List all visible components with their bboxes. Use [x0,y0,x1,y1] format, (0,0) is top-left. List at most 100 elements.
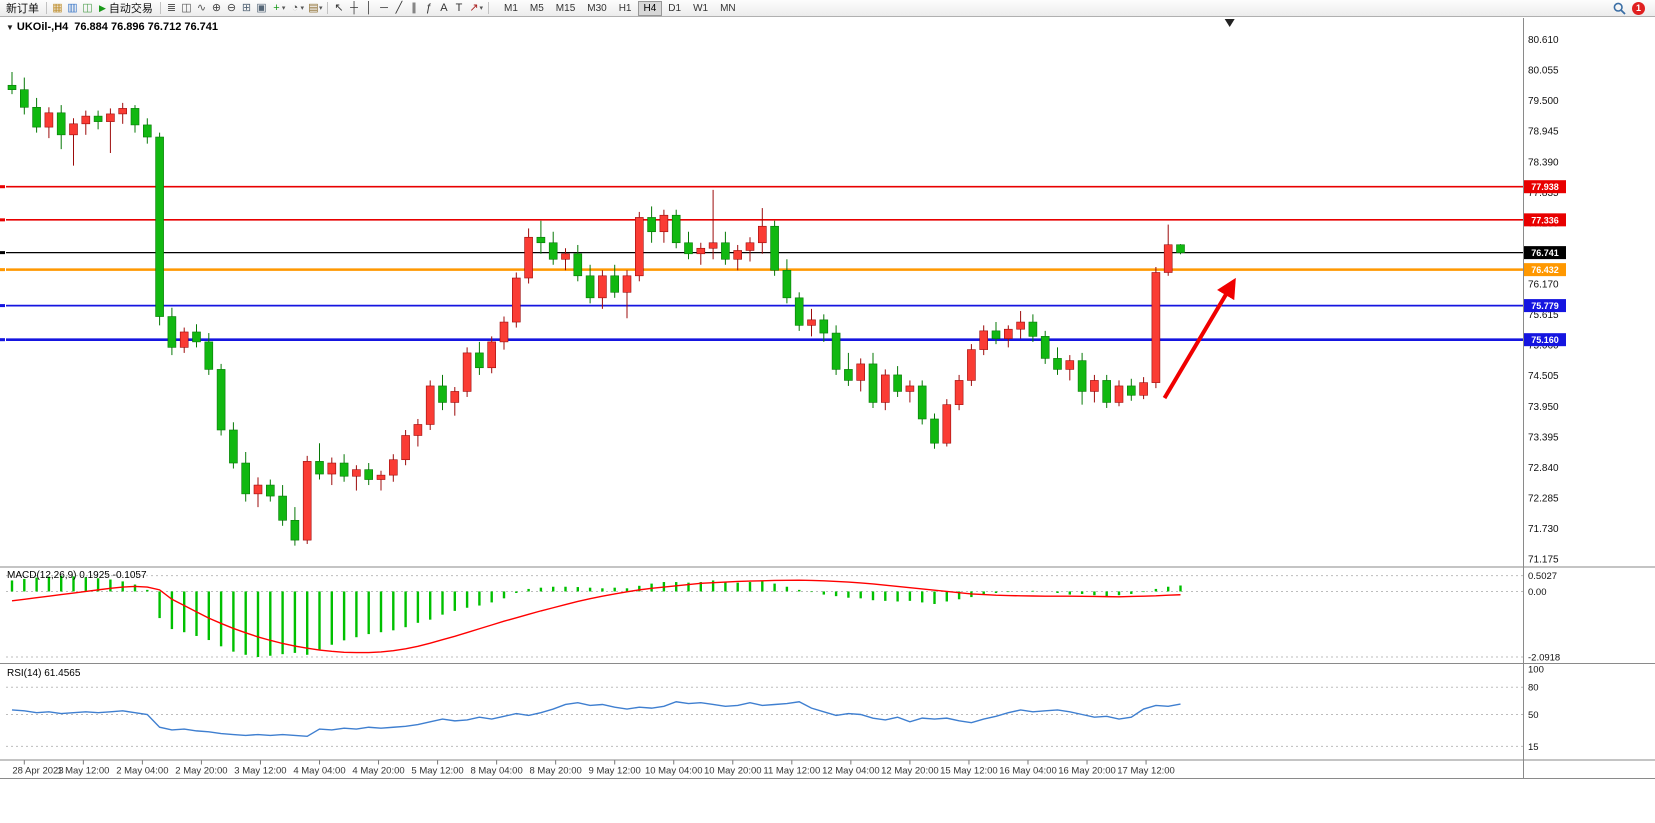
notification-badge[interactable]: 1 [1632,1,1645,15]
svg-text:8 May 04:00: 8 May 04:00 [470,766,522,777]
fibonacci-icon[interactable]: ƒ [425,1,433,14]
channel-icon[interactable]: ∥ [411,1,417,14]
toolbar-separator [159,2,161,14]
svg-text:-2.0918: -2.0918 [1528,653,1560,664]
arrows-icon[interactable]: ↗ [469,1,479,14]
macd-label: MACD(12,26,9) 0.1925 -0.1057 [7,570,147,581]
auto-trading-button[interactable]: ▶ 自动交易 [95,1,157,16]
candlestick-chart-icon[interactable]: ◫ [181,1,192,14]
svg-text:9 May 12:00: 9 May 12:00 [589,766,641,777]
svg-text:71.175: 71.175 [1528,555,1559,566]
periods-dropdown-icon[interactable]: ▾ [300,5,304,12]
data-window-icon[interactable]: ▥ [67,1,78,14]
timeframe-m5-button[interactable]: M5 [524,1,550,16]
svg-text:4 May 04:00: 4 May 04:00 [293,766,345,777]
svg-text:75.615: 75.615 [1528,310,1559,321]
svg-text:4 May 20:00: 4 May 20:00 [352,766,404,777]
macd-indicator: 0.5027 0.00 -2.0918 [6,571,1560,664]
svg-text:76.432: 76.432 [1531,265,1559,275]
timeframe-h1-button[interactable]: H1 [613,1,638,16]
svg-text:75.060: 75.060 [1528,341,1559,352]
market-watch-icon[interactable]: ▦ [52,1,63,14]
insert-icons-group: + ▾ ◔ ▾ ▤ ▾ [269,1,325,16]
svg-text:8 May 20:00: 8 May 20:00 [530,766,582,777]
svg-text:80: 80 [1528,683,1539,694]
timeframes-group: M1 M5 M15 M30 H1 H4 D1 W1 MN [498,0,742,16]
chart-shift-marker [1224,19,1235,27]
svg-text:17 May 12:00: 17 May 12:00 [1117,766,1175,777]
panel-divider-rsi[interactable] [0,662,1655,667]
svg-text:75.779: 75.779 [1531,301,1559,311]
toolbar-separator [327,2,329,14]
chart-header: ▼ UKOil-,H4 76.884 76.896 76.712 76.741 [6,21,218,33]
symbol-dropdown-icon[interactable]: ▼ [6,23,14,32]
tile-windows-icon[interactable]: ⊞ [241,1,252,14]
svg-text:77.938: 77.938 [1531,182,1559,192]
zoom-in-icon[interactable]: ⊕ [211,1,222,14]
timeframe-d1-button[interactable]: D1 [662,1,687,16]
cascade-windows-icon[interactable]: ▣ [256,1,267,14]
svg-text:79.500: 79.500 [1528,96,1559,107]
zoom-icons-group: ⊕ ⊖ [209,1,239,16]
templates-icon[interactable]: ▤ [308,1,319,14]
periods-icon[interactable]: ◔ [291,1,299,14]
toolbar-right-group: 1 [1613,1,1653,15]
toolbar-separator [46,2,47,14]
svg-text:71.730: 71.730 [1528,524,1559,535]
label-icon[interactable]: T [455,1,463,14]
arrows-dropdown-icon[interactable]: ▾ [479,5,483,12]
vertical-line-icon[interactable]: │ [365,1,373,14]
horizontal-line-icon[interactable]: ─ [380,1,388,14]
svg-text:80.610: 80.610 [1528,35,1559,46]
new-order-button[interactable]: 新订单 [2,1,43,16]
svg-text:72.840: 72.840 [1528,463,1559,474]
svg-text:50: 50 [1528,710,1539,721]
svg-text:10 May 20:00: 10 May 20:00 [704,766,762,777]
svg-text:77.835: 77.835 [1528,188,1559,199]
candlestick-series [7,72,1185,546]
text-icon[interactable]: A [440,1,448,14]
svg-text:100: 100 [1528,665,1544,676]
bar-chart-icon[interactable]: ≣ [166,1,177,14]
svg-text:11 May 12:00: 11 May 12:00 [763,766,820,777]
svg-text:75.160: 75.160 [1531,335,1559,345]
navigator-icon[interactable]: ◫ [82,1,93,14]
trendline-icon[interactable]: ╱ [395,1,403,14]
timeframe-m30-button[interactable]: M30 [581,1,612,16]
rsi-label: RSI(14) 61.4565 [7,668,81,679]
timeframe-mn-button[interactable]: MN [714,1,742,16]
cursor-icon[interactable]: ↖ [334,1,344,14]
window-icons-group: ▦ ▥ ◫ [50,1,95,16]
timeframe-h4-button[interactable]: H4 [637,0,663,16]
svg-text:16 May 20:00: 16 May 20:00 [1058,766,1116,777]
svg-text:76.170: 76.170 [1528,280,1559,291]
svg-text:10 May 04:00: 10 May 04:00 [645,766,703,777]
svg-text:78.390: 78.390 [1528,157,1559,168]
trend-arrow-annotation [1162,277,1236,400]
timeframe-w1-button[interactable]: W1 [687,1,714,16]
timeframe-m15-button[interactable]: M15 [550,1,581,16]
svg-text:73.395: 73.395 [1528,432,1559,443]
toolbar: 新订单 ▦ ▥ ◫ ▶ 自动交易 ≣ ◫ ∿ ⊕ ⊖ ⊞ ▣ + ▾ ◔ ▾ ▤ ▾ ↖ ┼ │ ─ ╱ ∥ ƒ A… [0,0,1655,17]
svg-text:12 May 20:00: 12 May 20:00 [881,766,939,777]
time-axis[interactable] [0,762,1523,780]
indicators-dropdown-icon[interactable]: ▾ [281,5,286,12]
chart-area[interactable]: 80.61080.05579.50078.94578.39077.83577.2… [0,17,1655,823]
crosshair-icon[interactable]: ┼ [350,1,358,14]
timeframe-m1-button[interactable]: M1 [498,1,524,16]
line-chart-icon[interactable]: ∿ [196,1,207,14]
panel-divider-macd[interactable] [0,565,1655,570]
panel-divider-axis[interactable] [0,758,1655,763]
templates-dropdown-icon[interactable]: ▾ [318,5,323,12]
svg-text:1 May 12:00: 1 May 12:00 [57,766,109,777]
ohlc-values: 76.884 76.896 76.712 76.741 [74,21,219,33]
svg-text:5 May 12:00: 5 May 12:00 [411,766,463,777]
zoom-out-icon[interactable]: ⊖ [226,1,237,14]
indicators-icon[interactable]: + [273,1,280,14]
search-icon[interactable] [1613,2,1626,15]
svg-text:2 May 04:00: 2 May 04:00 [116,766,168,777]
svg-text:12 May 04:00: 12 May 04:00 [822,766,880,777]
svg-text:15 May 12:00: 15 May 12:00 [940,766,998,777]
svg-text:0.00: 0.00 [1528,587,1547,598]
